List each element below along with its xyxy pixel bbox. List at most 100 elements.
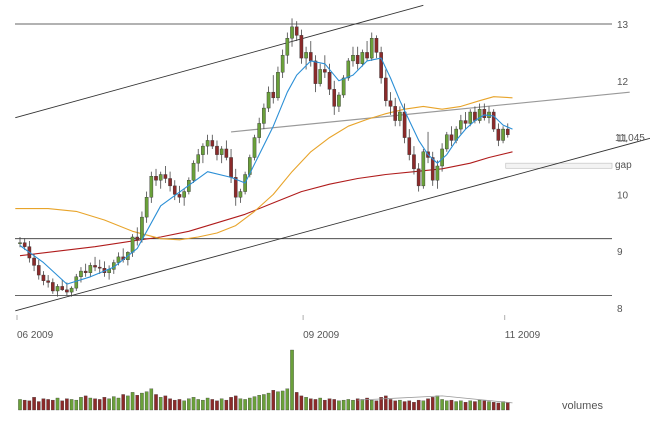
candle-body	[41, 274, 46, 281]
x-axis-ticks: 06 2009 09 2009 11 2009	[16, 315, 541, 341]
candle	[482, 103, 487, 121]
candle	[332, 80, 337, 115]
volume-bar	[196, 399, 200, 411]
volume-bar	[346, 399, 351, 411]
candle-body	[369, 38, 374, 59]
candle-body	[205, 140, 210, 147]
volume-bar	[435, 395, 440, 411]
candlestick-series	[18, 18, 510, 297]
candle	[238, 188, 243, 203]
volume-bar	[337, 400, 341, 411]
candle	[93, 256, 97, 272]
y-tick-label: 10	[617, 190, 629, 201]
candle-body	[74, 276, 79, 289]
candle	[51, 278, 55, 294]
candle-body	[341, 77, 346, 96]
y-axis-ticks: 8 9 10 11 12 13	[617, 20, 629, 315]
candle-body	[388, 100, 393, 107]
volume-bar	[369, 399, 374, 411]
candle-body	[449, 134, 454, 141]
candle-body	[224, 148, 229, 158]
volume-bar	[341, 399, 346, 411]
volume-bar	[309, 398, 313, 411]
trendline-upper-channel	[15, 4, 424, 119]
candle-body	[323, 69, 327, 73]
volume-bar	[121, 394, 125, 411]
candle	[379, 46, 383, 84]
volume-bar	[130, 392, 135, 411]
candle-body	[337, 94, 341, 107]
candle	[412, 146, 416, 175]
volume-bar	[83, 395, 88, 411]
candle	[224, 140, 229, 161]
candle	[285, 32, 290, 64]
candle	[323, 55, 327, 78]
candle-body	[407, 137, 412, 155]
candle	[74, 273, 79, 291]
candle-body	[477, 108, 482, 121]
candle-body	[365, 52, 369, 59]
candle-body	[60, 286, 65, 291]
candle	[365, 41, 369, 61]
candle	[257, 117, 261, 144]
candle-body	[154, 176, 158, 181]
volume-bar	[388, 399, 393, 411]
candle	[60, 279, 65, 291]
volume-bar	[501, 401, 505, 411]
volume-bar	[440, 399, 444, 411]
volume-bar	[285, 388, 290, 411]
candle-body	[140, 216, 144, 241]
candle	[168, 171, 172, 192]
y-tick-label: 9	[617, 247, 623, 258]
candle-body	[257, 123, 261, 138]
candle-body	[262, 107, 266, 124]
volume-bar	[323, 399, 327, 411]
candle	[154, 168, 158, 186]
volume-bar	[233, 395, 238, 411]
volume-bar	[496, 402, 501, 411]
volume-bar	[290, 349, 294, 411]
x-tick-label: 06 2009	[17, 330, 54, 341]
candle	[496, 123, 501, 147]
ma-long-series	[19, 151, 513, 257]
candle-body	[191, 162, 196, 181]
candle-body	[280, 55, 285, 73]
candle	[459, 114, 463, 135]
candle-body	[215, 145, 219, 155]
candle-body	[233, 177, 238, 198]
candle	[158, 171, 163, 189]
volume-bar	[27, 400, 32, 411]
volume-bar	[449, 399, 454, 411]
candle	[262, 103, 266, 130]
candle-body	[55, 286, 60, 292]
candle-body	[271, 91, 276, 99]
candle-body	[505, 128, 510, 135]
candle-body	[158, 174, 163, 181]
volume-bar	[97, 399, 102, 411]
candle-body	[219, 148, 224, 155]
candle	[444, 131, 449, 152]
volume-bar	[182, 400, 186, 411]
candle-body	[468, 111, 473, 124]
gap-label: gap	[615, 160, 632, 171]
volume-bar	[365, 397, 369, 411]
candle-body	[196, 154, 201, 164]
trendlines	[15, 4, 650, 312]
volume-bar	[51, 399, 55, 411]
volume-series	[18, 349, 513, 411]
volume-bar	[41, 398, 46, 411]
volume-bar	[32, 397, 36, 411]
candle-body	[332, 89, 337, 107]
candle-body	[36, 265, 41, 276]
volume-bar	[313, 399, 318, 411]
candle	[355, 46, 360, 70]
candle-body	[168, 178, 172, 187]
candle-body	[416, 168, 421, 187]
candle-body	[177, 194, 182, 198]
candle	[210, 134, 215, 149]
candle-body	[276, 72, 280, 99]
candle-body	[69, 287, 74, 293]
candle	[126, 251, 130, 266]
volume-bar	[60, 400, 64, 411]
candle	[107, 265, 111, 280]
